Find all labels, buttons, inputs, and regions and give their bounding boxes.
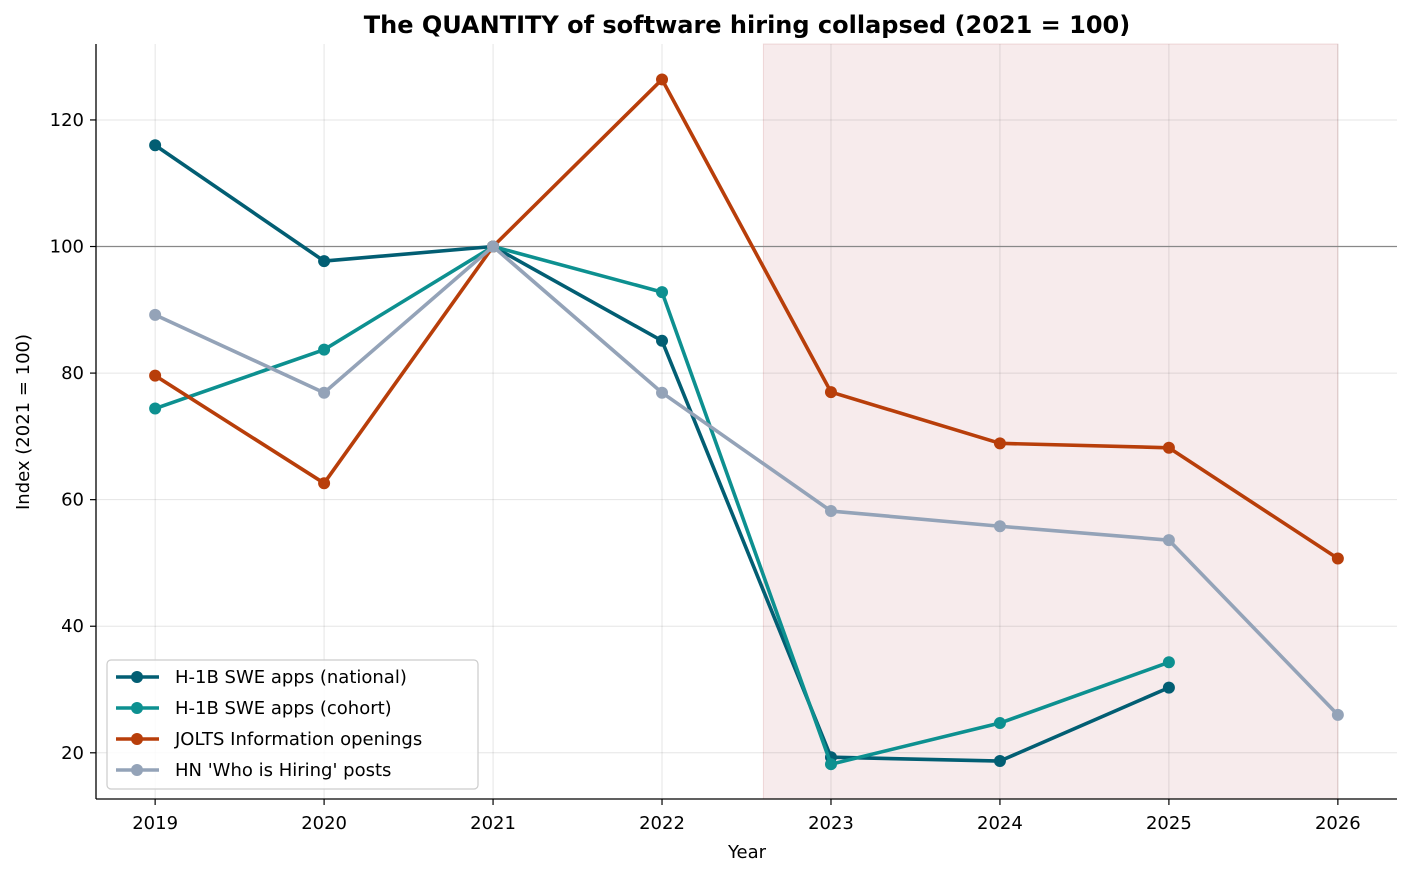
x-tick-label: 2020: [301, 813, 347, 834]
series-line-4: [153, 244, 1340, 717]
data-point: [149, 402, 162, 415]
data-point: [993, 755, 1006, 768]
y-tick-label: 40: [61, 616, 84, 637]
x-axis-label: Year: [727, 842, 767, 863]
x-tick-label: 2024: [977, 813, 1023, 834]
data-point: [318, 386, 331, 399]
y-tick-label: 20: [61, 743, 84, 764]
data-point: [318, 343, 331, 356]
data-point: [993, 520, 1006, 533]
data-point: [824, 758, 837, 771]
data-point: [149, 139, 162, 152]
legend-label: JOLTS Information openings: [174, 729, 422, 750]
legend-label: H-1B SWE apps (national): [175, 667, 407, 688]
data-point: [1162, 681, 1175, 694]
data-point: [656, 386, 669, 399]
x-tick-label: 2021: [470, 813, 516, 834]
x-tick-label: 2025: [1146, 813, 1192, 834]
data-point: [1331, 708, 1344, 721]
data-point: [656, 73, 669, 86]
y-tick-label: 100: [50, 237, 84, 258]
legend-box: [106, 659, 479, 790]
data-point: [1162, 656, 1175, 669]
legend-label: H-1B SWE apps (cohort): [175, 698, 392, 719]
data-point: [993, 437, 1006, 450]
x-tick-label: 2019: [132, 813, 178, 834]
data-point: [1162, 441, 1175, 454]
data-point: [1331, 552, 1344, 565]
legend-swatch-marker: [131, 702, 143, 714]
shaded-region: [762, 43, 1339, 800]
data-point: [318, 477, 331, 490]
x-tick-label: 2022: [639, 813, 685, 834]
x-tick-label: 2023: [808, 813, 854, 834]
chart-title: The QUANTITY of software hiring collapse…: [364, 11, 1130, 39]
data-point: [656, 334, 669, 347]
series-line-3: [153, 77, 1340, 561]
y-tick-label: 80: [61, 363, 84, 384]
legend-swatch-marker: [131, 733, 143, 745]
y-tick-label: 120: [50, 110, 84, 131]
data-point: [149, 308, 162, 321]
y-axis-label: Index (2021 = 100): [13, 334, 34, 510]
plot-area: 2019 2020 2021 2022 2023 2024 2025 2026 20 40 60 80…: [50, 43, 1397, 834]
x-tick-label: 2026: [1315, 813, 1361, 834]
y-tick-label: 60: [61, 490, 84, 511]
data-point: [149, 369, 162, 382]
data-point: [487, 240, 500, 253]
legend-swatch-marker: [131, 671, 143, 683]
legend-swatch-marker: [131, 764, 143, 776]
data-point: [824, 386, 837, 399]
data-point: [993, 717, 1006, 730]
data-point: [656, 286, 669, 299]
data-point: [1162, 534, 1175, 547]
legend-label: HN 'Who is Hiring' posts: [175, 760, 391, 781]
data-point: [824, 505, 837, 518]
data-point: [318, 255, 331, 268]
